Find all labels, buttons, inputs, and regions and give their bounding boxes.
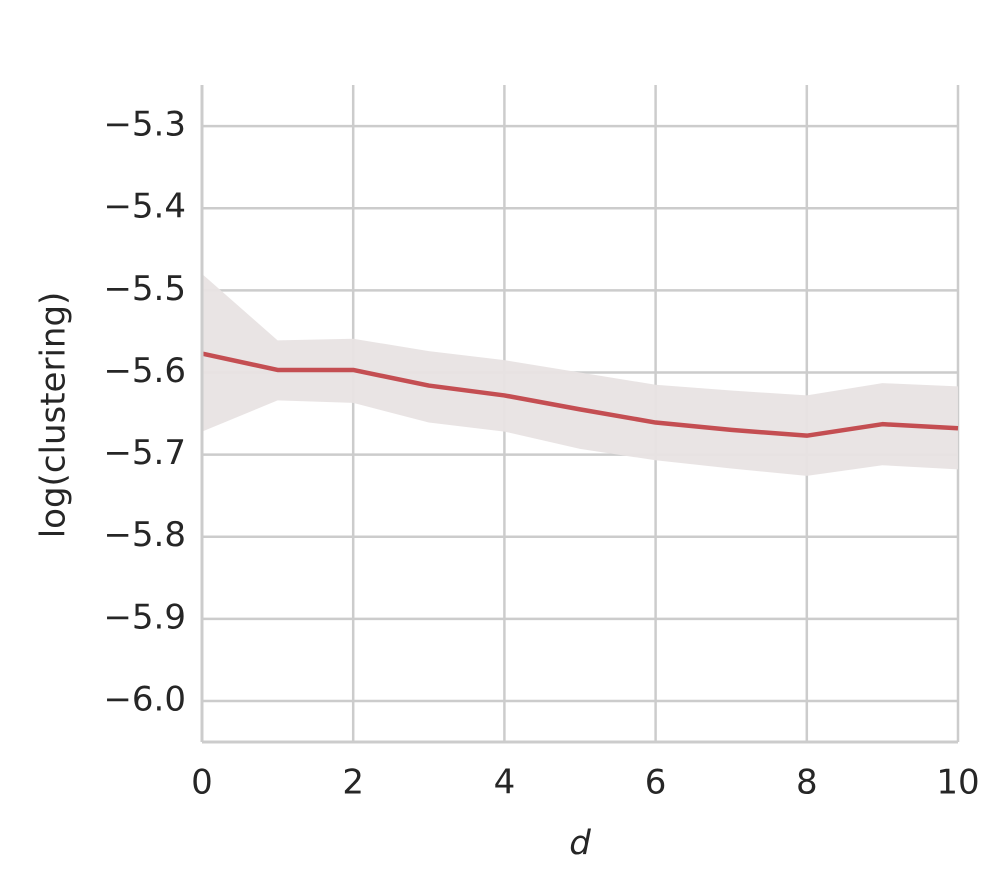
y-axis-label: log(clustering): [34, 292, 74, 539]
confidence-band: [202, 273, 958, 476]
y-tick-label: −5.7: [103, 433, 186, 473]
y-tick-label: −5.3: [103, 105, 186, 145]
y-tick-label: −5.5: [103, 269, 186, 309]
x-tick-label: 8: [796, 763, 818, 803]
y-tick-label: −5.6: [103, 351, 186, 391]
x-tick-label: 4: [494, 763, 516, 803]
plot-area: [201, 273, 959, 476]
x-tick-label: 10: [936, 763, 979, 803]
y-tick-label: −5.8: [103, 515, 186, 555]
y-tick-label: −5.9: [103, 597, 186, 637]
x-tick-label: 0: [191, 763, 213, 803]
y-tick-label: −6.0: [103, 679, 186, 719]
x-tick-label: 6: [645, 763, 667, 803]
y-tick-label: −5.4: [103, 187, 186, 227]
x-tick-label: 2: [342, 763, 364, 803]
x-axis-label: d: [569, 824, 591, 864]
line: [201, 351, 959, 438]
